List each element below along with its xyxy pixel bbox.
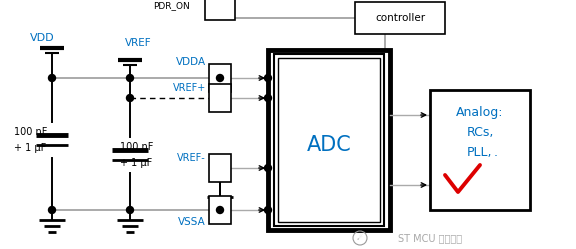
- Text: VDDA: VDDA: [176, 57, 206, 67]
- Circle shape: [48, 74, 55, 81]
- Bar: [209, 196, 231, 224]
- Text: PLL,: PLL,: [467, 145, 492, 159]
- Text: + 1 µF: + 1 µF: [120, 158, 152, 168]
- Text: ST MCU 信息交流: ST MCU 信息交流: [398, 233, 462, 243]
- Bar: [209, 64, 231, 92]
- Text: 100 nF: 100 nF: [120, 142, 153, 152]
- Bar: [274, 54, 384, 226]
- Bar: [278, 58, 380, 222]
- Bar: [430, 90, 530, 210]
- Text: PDR_ON: PDR_ON: [153, 1, 190, 10]
- Bar: [209, 154, 231, 182]
- Text: ☄: ☄: [357, 235, 363, 241]
- Text: + 1 µF: + 1 µF: [14, 143, 46, 153]
- Circle shape: [127, 95, 134, 102]
- Bar: [268, 50, 390, 230]
- Circle shape: [264, 95, 271, 102]
- Circle shape: [217, 206, 223, 213]
- Bar: [205, 0, 235, 20]
- Circle shape: [127, 74, 134, 81]
- Circle shape: [127, 206, 134, 213]
- Bar: [355, 2, 445, 34]
- Text: VREF-: VREF-: [177, 153, 206, 163]
- Circle shape: [217, 74, 223, 81]
- Text: 100 nF: 100 nF: [14, 127, 47, 137]
- Text: VREF+: VREF+: [173, 83, 206, 93]
- Text: VREF: VREF: [125, 38, 151, 48]
- Circle shape: [264, 165, 271, 172]
- Circle shape: [264, 74, 271, 81]
- Text: controller: controller: [375, 13, 425, 23]
- Text: Analog:: Analog:: [456, 106, 504, 119]
- Bar: [209, 84, 231, 112]
- Circle shape: [48, 206, 55, 213]
- Text: .: .: [494, 145, 498, 159]
- Circle shape: [264, 206, 271, 213]
- Text: ADC: ADC: [306, 135, 351, 155]
- Text: VSSA: VSSA: [178, 217, 206, 227]
- Text: RCs,: RCs,: [467, 125, 494, 138]
- Text: VDD: VDD: [30, 33, 55, 43]
